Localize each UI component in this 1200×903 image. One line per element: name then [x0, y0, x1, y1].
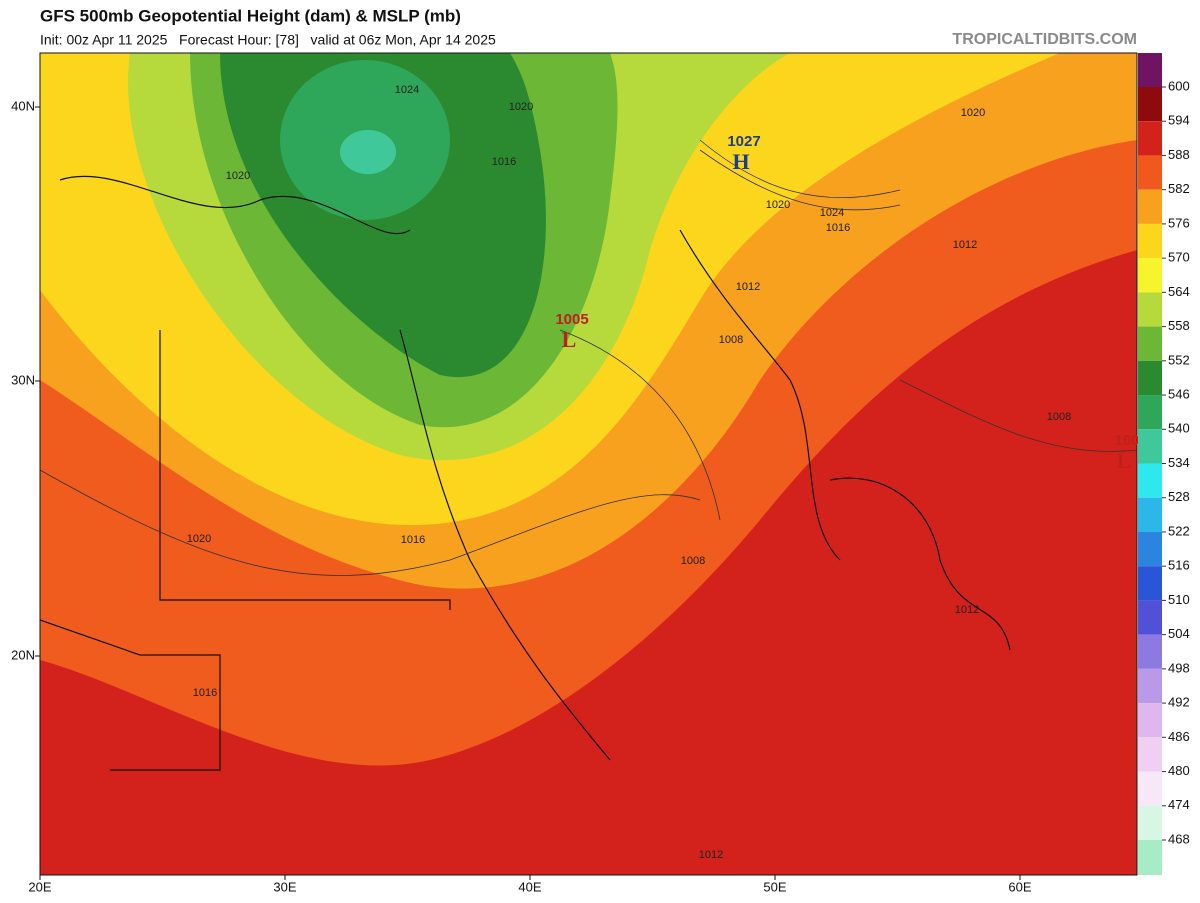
pressure-label: 1016: [401, 534, 425, 546]
colorbar-label: 582: [1168, 181, 1190, 196]
lon-label: 30E: [273, 879, 296, 894]
colorbar-label: 510: [1168, 592, 1190, 607]
colorbar-label: 522: [1168, 523, 1190, 538]
pressure-label: 1020: [766, 199, 790, 211]
colorbar-segment: [1138, 566, 1162, 601]
pressure-label: 1016: [826, 222, 850, 234]
colorbar-label: 516: [1168, 558, 1190, 573]
lon-label: 20E: [28, 879, 51, 894]
pressure-label: 1008: [719, 334, 743, 346]
colorbar-label: 540: [1168, 421, 1190, 436]
colorbar-segment: [1138, 463, 1162, 498]
colorbar-segment: [1138, 634, 1162, 669]
pressure-label: 1016: [193, 687, 217, 699]
colorbar-label: 486: [1168, 729, 1190, 744]
pressure-label: 1020: [509, 101, 533, 113]
colorbar-label: 594: [1168, 113, 1190, 128]
lon-label: 60E: [1008, 879, 1031, 894]
pressure-label: 1008: [681, 555, 705, 567]
colorbar-label: 498: [1168, 660, 1190, 675]
pressure-label: 1012: [953, 239, 977, 251]
colorbar-segment: [1138, 121, 1162, 156]
center-symbol: L: [1117, 448, 1132, 473]
colorbar-label: 552: [1168, 352, 1190, 367]
pressure-label: 1020: [187, 533, 211, 545]
colorbar-segment: [1138, 87, 1162, 122]
colorbar-label: 546: [1168, 386, 1190, 401]
pressure-label: 1024: [820, 207, 844, 219]
map-field: [40, 53, 1137, 875]
colorbar-label: 468: [1168, 831, 1190, 846]
colorbar-label: 492: [1168, 695, 1190, 710]
pressure-label: 1012: [736, 281, 760, 293]
colorbar-segment: [1138, 737, 1162, 772]
colorbar-segment: [1138, 497, 1162, 532]
center-symbol: H: [732, 149, 749, 174]
colorbar-segment: [1138, 840, 1162, 875]
colorbar-segment: [1138, 326, 1162, 361]
pressure-label: 1024: [395, 84, 419, 96]
colorbar-label: 504: [1168, 626, 1190, 641]
colorbar-segment: [1138, 360, 1162, 396]
colorbar-segment: [1138, 53, 1162, 87]
center-value: 1027: [727, 133, 760, 150]
pressure-label: 1016: [492, 156, 516, 168]
pressure-label: 1012: [955, 604, 979, 616]
colorbar-segment: [1138, 155, 1162, 190]
colorbar-segment: [1138, 531, 1162, 567]
colorbar-segment: [1138, 395, 1162, 430]
lat-label: 40N: [11, 98, 35, 113]
colorbar-label: 534: [1168, 455, 1190, 470]
colorbar-label: 600: [1168, 78, 1190, 93]
colorbar-label: 564: [1168, 284, 1190, 299]
watermark: TROPICALTIDBITS.COM: [952, 31, 1137, 48]
map-frame: [39, 52, 1138, 876]
colorbar-segment: [1138, 223, 1162, 259]
colorbar-label: 558: [1168, 318, 1190, 333]
colorbar-segment: [1138, 703, 1162, 738]
colorbar-segment: [1138, 668, 1162, 704]
pressure-label: 1012: [699, 849, 723, 861]
colorbar-label: 576: [1168, 215, 1190, 230]
colorbar-label: 474: [1168, 797, 1190, 812]
center-symbol: L: [562, 327, 577, 352]
center-value: 100: [1114, 432, 1139, 449]
colorbar-segment: [1138, 771, 1162, 806]
lon-label: 50E: [763, 879, 786, 894]
title: GFS 500mb Geopotential Height (dam) & MS…: [40, 6, 461, 25]
pressure-label: 1020: [226, 170, 250, 182]
pressure-label: 1020: [961, 107, 985, 119]
colorbar-segment: [1138, 600, 1162, 635]
colorbar-label: 528: [1168, 489, 1190, 504]
lat-label: 20N: [11, 647, 35, 662]
colorbar-label: 588: [1168, 147, 1190, 162]
colorbar-segment: [1138, 189, 1162, 224]
colorbar-segment: [1138, 292, 1162, 327]
colorbar-segment: [1138, 805, 1162, 840]
colorbar-label: 480: [1168, 763, 1190, 778]
lat-label: 30N: [11, 372, 35, 387]
pressure-label: 1008: [1047, 411, 1071, 423]
center-value: 1005: [555, 311, 588, 328]
colorbar-segment: [1138, 429, 1162, 464]
subtitle: Init: 00z Apr 11 2025 Forecast Hour: [78…: [40, 32, 496, 48]
colorbar-segment: [1138, 258, 1162, 293]
colorbar-label: 570: [1168, 250, 1190, 265]
lon-label: 40E: [518, 879, 541, 894]
